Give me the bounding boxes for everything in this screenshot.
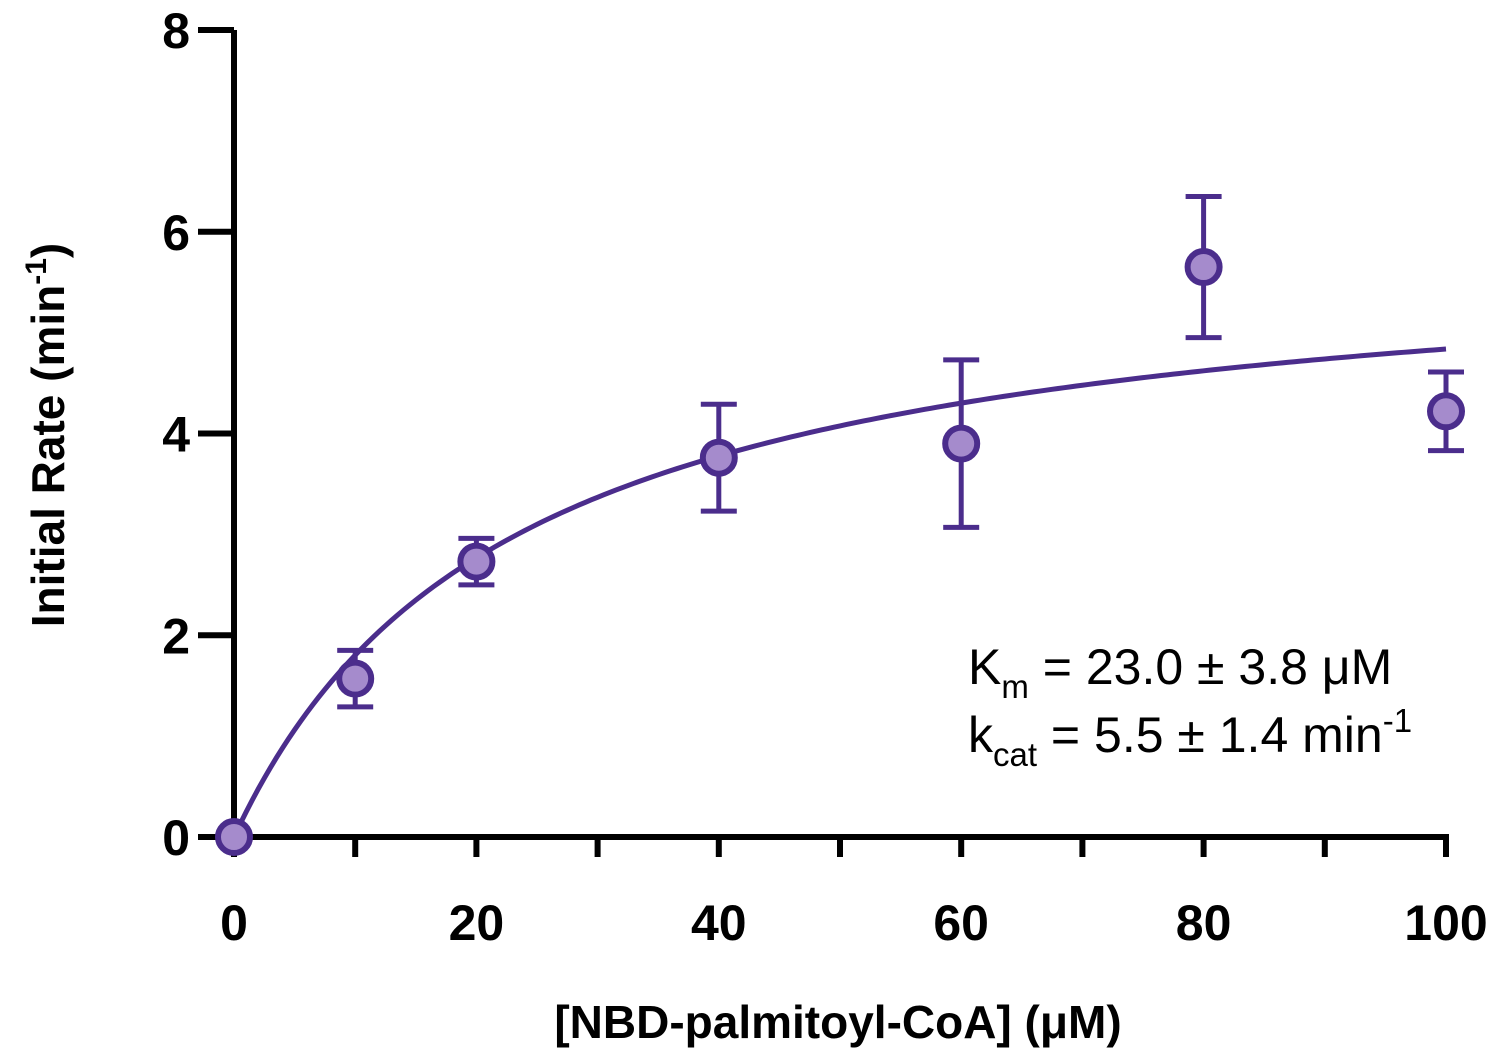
y-axis-title-close: ) [22,243,74,258]
y-tick-label: 2 [162,608,190,664]
x-tick-label: 40 [691,895,747,951]
y-axis-title-main: Initial Rate (min [22,285,74,627]
x-tick-label: 80 [1176,895,1232,951]
data-point [699,438,738,477]
km-subscript: m [1001,668,1029,705]
y-axis-title: Initial Rate (min-1) [20,243,74,628]
points-layer [215,193,1465,856]
fit-layer [231,346,1447,839]
km-annotation: Km = 23.0 ± 3.8 μM [968,639,1392,705]
km-symbol: K [968,639,1001,695]
data-point [215,818,253,856]
x-tick-label: 0 [220,895,248,951]
km-value: = 23.0 ± 3.8 μM [1029,639,1392,695]
y-tick-label: 0 [162,810,190,866]
kcat-value: = 5.5 ± 1.4 min [1037,707,1383,763]
data-point [1184,248,1223,287]
kcat-symbol: k [968,707,994,763]
data-point [336,659,375,698]
fit-curve [231,346,1447,839]
data-point [942,424,981,463]
kcat-subscript: cat [993,736,1037,773]
y-axis-title-sup: -1 [20,258,53,285]
x-tick-label: 60 [933,895,989,951]
data-point [1427,392,1465,431]
data-point [457,542,496,581]
kcat-annotation: kcat = 5.5 ± 1.4 min-1 [968,702,1412,773]
y-tick-label: 8 [162,3,190,59]
kcat-superscript: -1 [1383,702,1412,739]
x-tick-label: 20 [449,895,505,951]
y-tick-label: 4 [162,407,190,463]
y-tick-label: 6 [162,205,190,261]
x-tick-label: 100 [1404,895,1487,951]
x-axis-title: [NBD-palmitoyl-CoA] (μM) [554,996,1121,1048]
